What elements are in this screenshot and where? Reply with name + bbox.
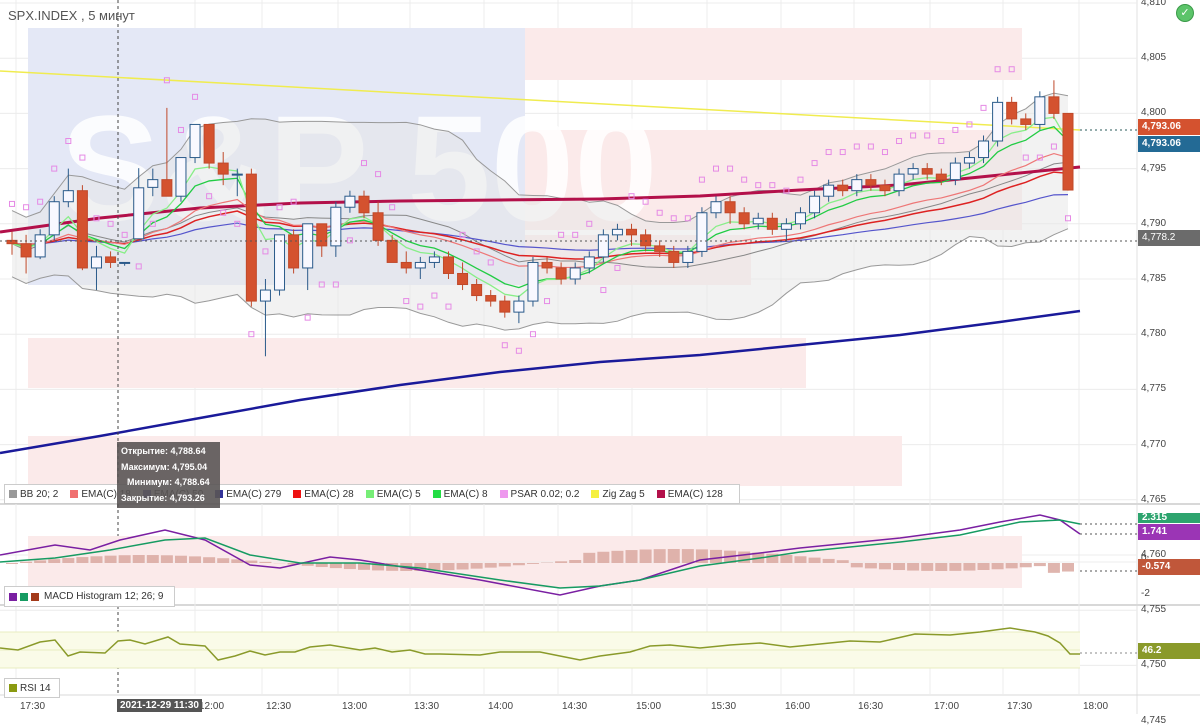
- time-axis-label: 17:30: [1007, 701, 1032, 712]
- legend-label: BB 20; 2: [20, 489, 58, 500]
- tooltip-close: Закрытие: 4,793.26: [121, 491, 216, 507]
- price-axis-label: 4,765: [1141, 494, 1166, 505]
- price-axis-label: 4,745: [1141, 715, 1166, 726]
- time-axis-label: 16:00: [785, 701, 810, 712]
- macd-legend: MACD Histogram 12; 26; 9: [4, 586, 175, 607]
- rsi-legend: RSI 14: [4, 678, 60, 698]
- time-axis-label: 14:00: [488, 701, 513, 712]
- legend-item[interactable]: EMA(C) 8: [433, 489, 488, 500]
- legend-item[interactable]: EMA(C) 28: [293, 489, 353, 500]
- legend-swatch: [293, 490, 301, 498]
- price-axis-label: 4,790: [1141, 218, 1166, 229]
- legend-item[interactable]: BB 20; 2: [9, 489, 58, 500]
- tooltip-high: Максимум: 4,795.04: [121, 460, 216, 476]
- legend-swatch: [366, 490, 374, 498]
- symbol-title: SPX.INDEX , 5 минут: [8, 8, 135, 23]
- time-cursor-label: 2021-12-29 11:30: [117, 699, 202, 712]
- legend-item[interactable]: EMA(C) 279: [215, 489, 281, 500]
- price-axis-label: 4,775: [1141, 383, 1166, 394]
- check-icon[interactable]: ✓: [1176, 4, 1194, 22]
- price-axis-label: 4,785: [1141, 273, 1166, 284]
- price-axis-label: 4,805: [1141, 52, 1166, 63]
- legend-item[interactable]: PSAR 0.02; 0.2: [500, 489, 580, 500]
- rsi-legend-label: RSI 14: [20, 683, 51, 694]
- macd-signal-tag: 2.315: [1138, 513, 1200, 523]
- time-axis-label: 14:30: [562, 701, 587, 712]
- time-axis-label: 17:30: [20, 701, 45, 712]
- time-axis-label: 12:00: [199, 701, 224, 712]
- legend-swatch: [9, 490, 17, 498]
- legend-swatch: [591, 490, 599, 498]
- price-axis-label: 4,800: [1141, 107, 1166, 118]
- time-axis-label: 13:30: [414, 701, 439, 712]
- legend-item[interactable]: EMA(C) 5: [366, 489, 421, 500]
- price-axis-label: 4,750: [1141, 659, 1166, 670]
- time-axis-label: 15:30: [711, 701, 736, 712]
- rsi-value-tag: 46.2: [1138, 643, 1200, 659]
- macd-axis-minus2: -2: [1141, 588, 1150, 599]
- level-price-tag: 4,778.2: [1138, 230, 1200, 246]
- macd-histogram-swatch: [31, 593, 39, 601]
- tooltip-low: Минимум: 4,788.64: [121, 475, 216, 491]
- last-price-tag: 4,793.06: [1138, 119, 1200, 135]
- legend-label: EMA(C) 279: [226, 489, 281, 500]
- legend-label: EMA(C) 128: [668, 489, 723, 500]
- macd-line-swatch: [9, 593, 17, 601]
- legend-label: EMA(C) 28: [304, 489, 353, 500]
- price-axis-label: 4,780: [1141, 328, 1166, 339]
- macd-legend-label: MACD Histogram 12; 26; 9: [44, 591, 164, 602]
- legend-label: EMA(C) 8: [444, 489, 488, 500]
- legend-swatch: [433, 490, 441, 498]
- macd-signal-swatch: [20, 593, 28, 601]
- macd-line-tag: 1.741: [1138, 524, 1200, 540]
- rsi-swatch: [9, 684, 17, 692]
- time-axis-label: 15:00: [636, 701, 661, 712]
- price-axis-label: 4,795: [1141, 163, 1166, 174]
- time-axis-label: 18:00: [1083, 701, 1108, 712]
- time-axis-label: 16:30: [858, 701, 883, 712]
- time-axis-label: 13:00: [342, 701, 367, 712]
- time-axis-label: 17:00: [934, 701, 959, 712]
- tooltip-open: Открытие: 4,788.64: [121, 444, 216, 460]
- legend-label: EMA(C) 5: [377, 489, 421, 500]
- time-axis-label: 12:30: [266, 701, 291, 712]
- price-axis-label: 4,770: [1141, 439, 1166, 450]
- macd-histogram-tag: -0.574: [1138, 559, 1200, 575]
- legend-item[interactable]: Zig Zag 5: [591, 489, 644, 500]
- legend-swatch: [657, 490, 665, 498]
- price-axis-label: 4,755: [1141, 604, 1166, 615]
- legend-item[interactable]: EMA(C) 128: [657, 489, 723, 500]
- price-axis-label: 4,810: [1141, 0, 1166, 8]
- legend-swatch: [70, 490, 78, 498]
- legend-label: Zig Zag 5: [602, 489, 644, 500]
- ohlc-tooltip: Открытие: 4,788.64 Максимум: 4,795.04 Ми…: [117, 442, 220, 508]
- legend-label: PSAR 0.02; 0.2: [511, 489, 580, 500]
- ema-price-tag: 4,793.06: [1138, 136, 1200, 152]
- legend-swatch: [500, 490, 508, 498]
